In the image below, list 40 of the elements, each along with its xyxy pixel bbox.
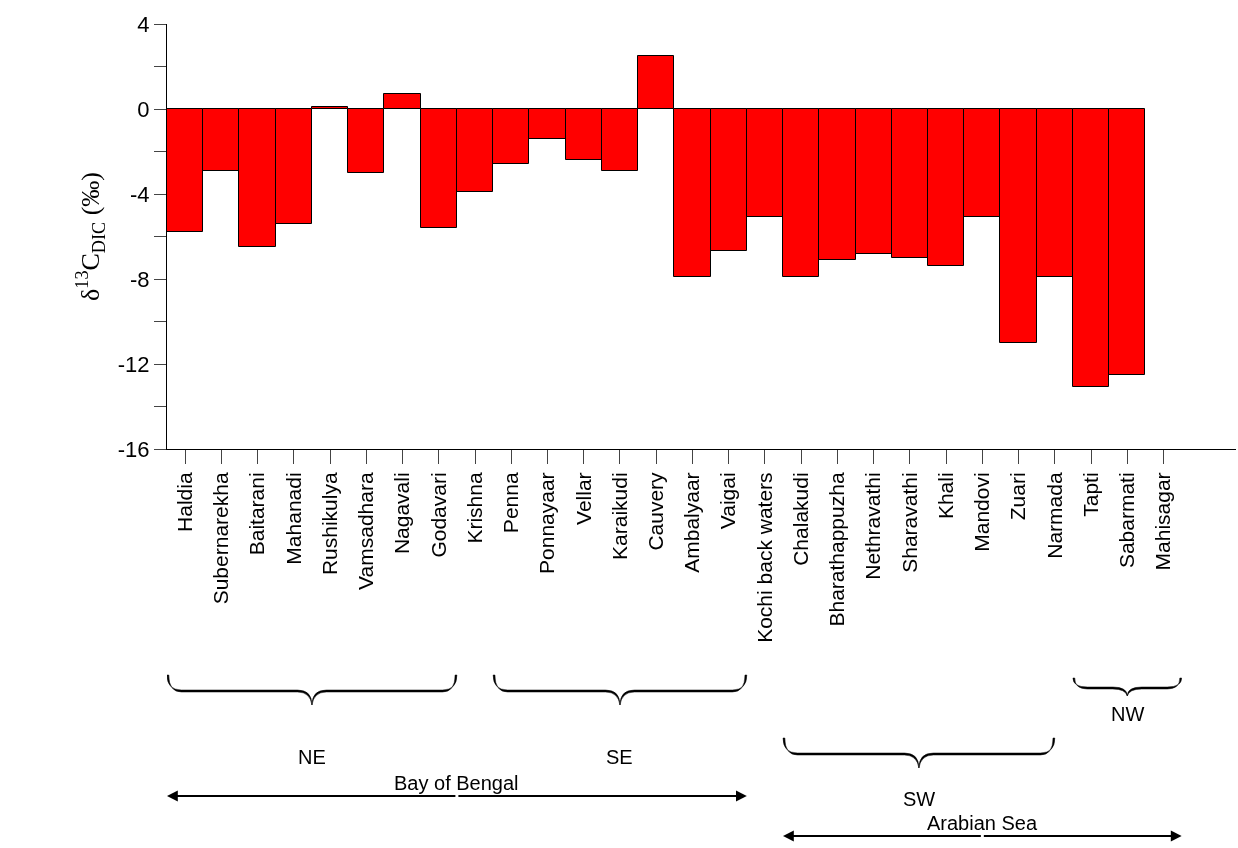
- x-tick-label: Kochi back waters: [752, 472, 776, 643]
- x-tick-label: Khali: [933, 472, 957, 520]
- x-tick-label: Nagavali: [390, 472, 414, 555]
- text: SW: [903, 788, 936, 810]
- x-tick-label: Penna: [499, 472, 523, 534]
- x-tick-label: Mahanadi: [281, 472, 305, 565]
- x-tick-label: Krishna: [462, 472, 486, 544]
- x-tick-label: Nethravathi: [861, 472, 885, 580]
- text: NE: [298, 746, 326, 768]
- x-tick-label: Godavari: [426, 472, 450, 558]
- y-tick-label: -8: [130, 266, 150, 292]
- x-tick-label: Ambalyaar: [680, 472, 704, 573]
- x-tick-label: Sabarmati: [1115, 472, 1139, 569]
- x-tick-label: Bharathappuzha: [825, 472, 849, 627]
- text: SE: [606, 746, 633, 768]
- x-tick-label: Narmada: [1042, 472, 1066, 559]
- text: Bay of Bengal: [394, 772, 519, 794]
- x-tick-label: Subernarekha: [209, 472, 233, 605]
- y-tick-label: 0: [137, 96, 150, 122]
- x-tick-label: Tapti: [1078, 472, 1102, 517]
- x-tick-label: Vaigai: [716, 472, 740, 530]
- x-tick-label: Vamsadhara: [354, 472, 378, 590]
- y-tick-label: -16: [117, 436, 150, 462]
- x-tick-label: Mahisagar: [1151, 472, 1175, 571]
- x-tick-label: Haldia: [172, 472, 196, 532]
- x-tick-label: Mandovi: [970, 472, 994, 552]
- x-tick-label: Rushikulya: [317, 472, 341, 576]
- y-tick-label: 4: [137, 11, 150, 37]
- y-tick-label: -4: [130, 181, 150, 207]
- x-tick-label: Ponnayaar: [535, 472, 559, 574]
- text: NW: [1111, 703, 1145, 725]
- x-tick-label: Cauvery: [644, 471, 668, 551]
- x-tick-label: Zuari: [1006, 472, 1030, 521]
- x-tick-label: Sharavathi: [897, 472, 921, 573]
- x-tick-label: Karaikudi: [607, 472, 631, 560]
- text: Arabian Sea: [927, 812, 1038, 834]
- x-tick-label: Baitarani: [245, 472, 269, 556]
- y-tick-label: -12: [117, 351, 150, 377]
- x-tick-label: Vellar: [571, 472, 595, 525]
- x-tick-label: Chalakudi: [788, 472, 812, 566]
